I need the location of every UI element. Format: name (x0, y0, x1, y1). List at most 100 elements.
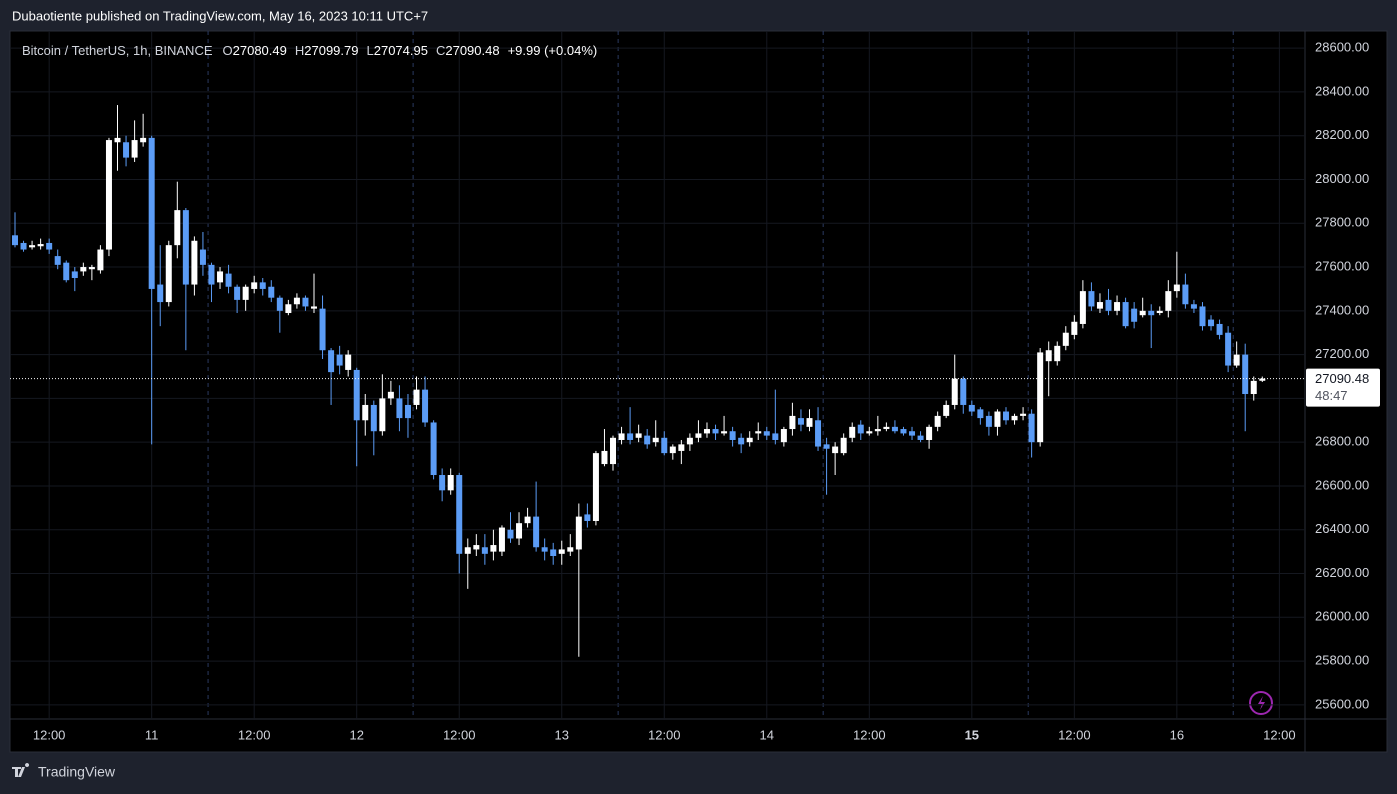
legend-field-label: C (435, 43, 446, 58)
candle (558, 540, 565, 565)
alert-icon[interactable] (1249, 691, 1273, 715)
candle (1139, 297, 1146, 318)
body (199, 249, 206, 265)
candle (618, 426, 625, 445)
body (1156, 310, 1163, 314)
candle (1208, 315, 1215, 331)
body (678, 444, 685, 451)
body (131, 140, 138, 158)
candle (627, 407, 634, 445)
body (780, 429, 787, 443)
body (729, 431, 736, 440)
candle (387, 380, 394, 405)
body (1259, 378, 1266, 381)
body (1002, 411, 1009, 421)
candle (1045, 341, 1052, 397)
body (148, 137, 155, 289)
body (618, 433, 625, 440)
candle (977, 407, 984, 425)
body (661, 437, 668, 454)
body (840, 437, 847, 454)
candle (276, 295, 283, 333)
body (97, 249, 104, 271)
body (1208, 319, 1215, 327)
body (105, 140, 112, 250)
candle (891, 420, 898, 434)
body (353, 369, 360, 421)
body (977, 409, 984, 419)
candle (909, 426, 916, 440)
body (259, 282, 266, 289)
candle (191, 236, 198, 296)
candle (1122, 297, 1129, 329)
candle (712, 424, 719, 440)
body (1250, 380, 1257, 395)
candle (917, 431, 924, 443)
publisher-line: Dubaotiente published on TradingView.com… (12, 8, 428, 23)
candle (63, 260, 70, 283)
candle (319, 295, 326, 359)
body (46, 242, 53, 250)
body (857, 424, 864, 434)
body (413, 389, 420, 405)
body (541, 547, 548, 552)
legend-field-label: L (366, 43, 374, 58)
body (54, 256, 61, 265)
body (533, 516, 540, 548)
legend-field-label: O (222, 43, 233, 58)
body (1114, 302, 1121, 311)
body (1131, 308, 1138, 322)
candle (379, 374, 386, 436)
body (516, 523, 523, 539)
body (610, 437, 617, 465)
candle (857, 420, 864, 440)
body (558, 549, 565, 554)
candle (268, 280, 275, 303)
body (396, 398, 403, 419)
candle (1037, 348, 1044, 447)
body (88, 267, 95, 270)
legend-change: +9.99 (+0.04%) (507, 43, 598, 58)
x-tick-label: 12:00 (853, 727, 886, 742)
candle (960, 376, 967, 414)
body (379, 398, 386, 432)
x-tick-label: 11 (145, 727, 159, 742)
candle (1199, 302, 1206, 331)
candle (1020, 407, 1027, 421)
x-tick-label: 12 (349, 727, 363, 742)
candle (11, 212, 18, 248)
chart-pane (9, 30, 1388, 753)
body (755, 431, 762, 434)
body (772, 433, 779, 440)
body (926, 426, 933, 440)
body (370, 404, 377, 432)
body (481, 547, 488, 554)
y-tick-label: 28000.00 (1315, 171, 1369, 186)
legend-field-value: 27090.48 (445, 43, 500, 58)
candle (1233, 341, 1240, 368)
candle (806, 409, 813, 432)
body (797, 418, 804, 425)
legend: Bitcoin / TetherUS, 1h, BINANCE O27080.49… (22, 43, 597, 58)
candle (686, 433, 693, 451)
body (934, 415, 941, 427)
candle (46, 238, 53, 254)
body (430, 422, 437, 476)
candle (1071, 315, 1078, 340)
candle (1131, 302, 1138, 329)
candle (182, 207, 189, 351)
body (447, 475, 454, 491)
candle (131, 120, 138, 162)
candle (729, 426, 736, 447)
candle (413, 376, 420, 410)
candle (20, 240, 27, 252)
brand: TradingView (38, 764, 116, 780)
body (387, 391, 394, 399)
body (1071, 321, 1078, 335)
body (721, 431, 728, 434)
candle (54, 249, 61, 270)
candle (1096, 293, 1103, 314)
body (191, 240, 198, 285)
candle (430, 420, 437, 480)
